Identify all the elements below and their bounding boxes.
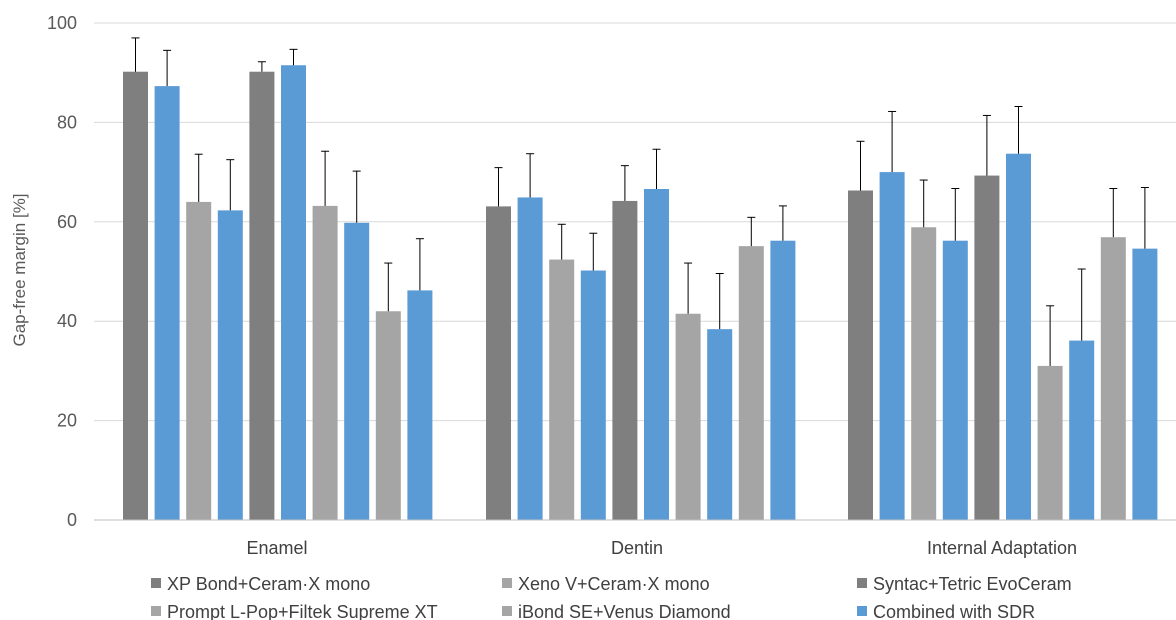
y-tick-label: 100 [47, 13, 77, 33]
bar [312, 205, 338, 520]
bar [580, 270, 606, 520]
legend-label: Xeno V+Ceram·X mono [518, 574, 710, 594]
bar [1100, 237, 1126, 520]
legend-label: iBond SE+Venus Diamond [518, 602, 731, 620]
bar [517, 197, 543, 520]
bar [1006, 153, 1031, 520]
x-category-label: Dentin [611, 538, 663, 558]
bar [675, 313, 701, 520]
bar [707, 329, 733, 520]
bar [281, 65, 306, 521]
bar [249, 71, 275, 521]
x-category-label: Internal Adaptation [927, 538, 1077, 558]
bar [549, 259, 575, 520]
bar [123, 71, 148, 521]
bar [217, 210, 243, 520]
bar [407, 290, 433, 520]
bar [1037, 365, 1063, 520]
legend: XP Bond+Ceram·X mono Xeno V+Ceram·X mono S… [151, 574, 1072, 620]
y-tick-label: 60 [57, 212, 77, 232]
axes: 0 20 40 60 80 100 Enamel Dentin Internal Adaptat… [47, 13, 1176, 558]
y-axis-title: Gap-free margin [%] [10, 193, 29, 346]
bar [942, 240, 968, 520]
legend-swatch [502, 606, 512, 616]
bar [344, 222, 370, 520]
legend-swatch [151, 606, 161, 616]
bar [911, 227, 937, 520]
bar [879, 172, 905, 520]
legend-swatch [151, 578, 161, 588]
bar [1069, 340, 1095, 520]
y-tick-label: 40 [57, 311, 77, 331]
bar [848, 190, 873, 520]
legend-swatch [502, 578, 512, 588]
x-category-label: Enamel [246, 538, 307, 558]
legend-swatch [857, 578, 867, 588]
bar [486, 206, 511, 520]
y-tick-label: 0 [67, 510, 77, 530]
bar [612, 200, 638, 520]
legend-label: Syntac+Tetric EvoCeram [873, 574, 1072, 594]
bar [186, 201, 212, 521]
legend-label: Prompt L-Pop+Filtek Supreme XT [167, 602, 438, 620]
legend-label: Combined with SDR [873, 602, 1035, 620]
y-tick-label: 80 [57, 112, 77, 132]
y-tick-label: 20 [57, 411, 77, 431]
bars [123, 65, 1158, 521]
bar [738, 246, 764, 520]
bar [154, 86, 180, 520]
bar [974, 175, 1000, 521]
error-bars [131, 37, 1149, 366]
bar [770, 240, 796, 520]
bar [644, 188, 669, 521]
bar [1132, 248, 1158, 520]
legend-swatch [857, 606, 867, 616]
legend-label: XP Bond+Ceram·X mono [167, 574, 370, 594]
bar [375, 311, 401, 520]
